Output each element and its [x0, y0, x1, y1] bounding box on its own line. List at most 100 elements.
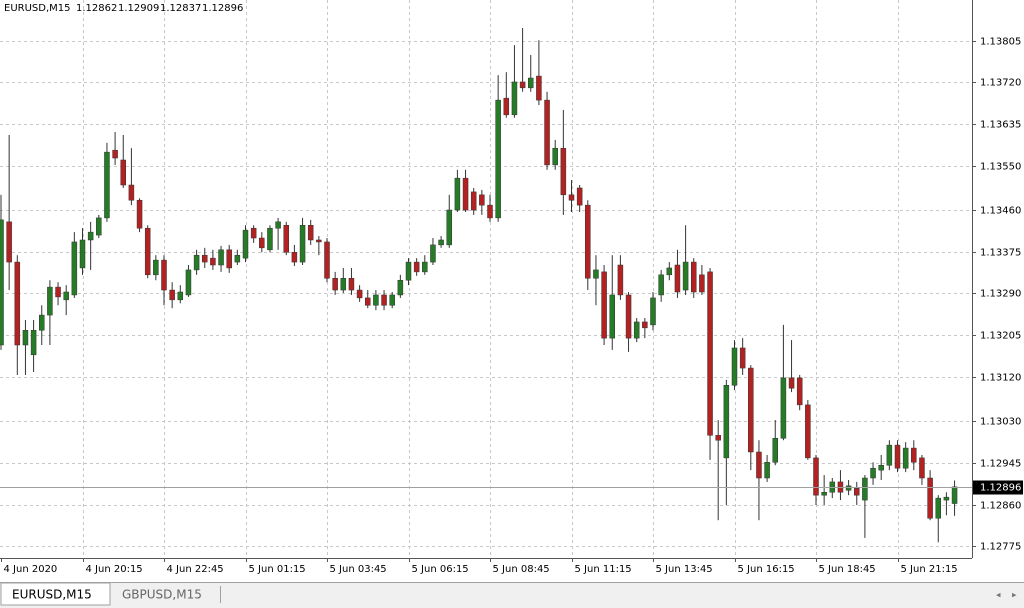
y-tick-label: 1.12775	[980, 542, 1021, 553]
candle-body	[470, 191, 477, 211]
scroll-right[interactable]: ▸	[1012, 591, 1017, 601]
candle-body	[862, 477, 868, 501]
y-tick-label: 1.13805	[980, 37, 1021, 48]
candle-body	[267, 227, 273, 251]
candle-body	[650, 297, 656, 326]
candle-body	[218, 249, 224, 266]
candle-body	[625, 294, 632, 339]
candle-body	[511, 81, 518, 116]
header-close: 1.12896	[202, 3, 243, 14]
y-tick-label: 1.13030	[980, 417, 1021, 428]
candle-body	[544, 99, 550, 166]
candle-body	[666, 267, 673, 276]
candle-body	[112, 149, 118, 159]
candle-body	[153, 259, 159, 276]
candle-body	[951, 486, 958, 504]
candle-body	[87, 231, 94, 241]
candle-body	[796, 377, 803, 406]
y-tick-label: 1.13375	[980, 248, 1021, 259]
candle-body	[854, 488, 860, 496]
x-tick-label: 4 Jun 20:15	[86, 564, 143, 575]
candle-body	[356, 289, 363, 299]
candle-body	[202, 254, 208, 263]
candle-body	[519, 81, 526, 89]
x-tick-label: 4 Jun 2020	[4, 564, 58, 575]
candle-body	[422, 261, 428, 273]
x-tick-label: 5 Jun 08:45	[493, 564, 550, 575]
x-tick-label: 5 Jun 06:15	[412, 564, 469, 575]
candle-body	[438, 239, 444, 246]
candle-body	[47, 286, 53, 316]
candle-body	[927, 477, 933, 519]
candle-body	[609, 294, 615, 339]
x-tick-label: 5 Jun 01:15	[249, 564, 306, 575]
candle-body	[935, 497, 941, 519]
candle-body	[30, 330, 37, 356]
x-tick-label: 5 Jun 13:45	[656, 564, 713, 575]
candle-body	[332, 278, 338, 291]
y-tick-label: 1.13720	[980, 78, 1021, 89]
candle-body	[593, 269, 599, 279]
x-tick-label: 5 Jun 11:15	[575, 564, 632, 575]
candle-body	[55, 286, 61, 298]
tab-label[interactable]: GBPUSD,M15	[122, 588, 202, 602]
candle-body	[210, 257, 216, 266]
candle-body	[169, 289, 175, 301]
candle-body	[633, 321, 640, 339]
candle-body	[568, 194, 575, 201]
candle-body	[104, 151, 110, 219]
symbol-title: EURUSD,M15	[4, 3, 70, 14]
candle-body	[845, 485, 852, 491]
candle-body	[413, 261, 420, 273]
scroll-left[interactable]: ◂	[996, 591, 1001, 601]
candle-body	[487, 204, 493, 219]
candle-body	[96, 217, 102, 236]
candle-body	[707, 271, 713, 436]
candle-body	[22, 330, 29, 346]
candle-body	[878, 464, 884, 471]
candle-body	[658, 274, 664, 296]
candle-body	[0, 219, 4, 346]
candle-body	[161, 259, 167, 291]
candle-body	[642, 321, 648, 329]
candle-body	[144, 227, 151, 276]
candle-body	[234, 254, 241, 263]
y-tick-label: 1.13205	[980, 331, 1021, 342]
x-tick-label: 5 Jun 03:45	[330, 564, 387, 575]
candle-body	[919, 457, 925, 479]
candle-body	[275, 221, 281, 229]
candle-body	[14, 261, 21, 346]
candle-body	[259, 237, 265, 249]
candle-body	[723, 385, 730, 459]
candle-body	[886, 444, 893, 466]
y-tick-label: 1.13460	[980, 206, 1021, 217]
candle-body	[307, 225, 314, 241]
tab-active[interactable]	[0, 582, 111, 606]
y-tick-label: 1.13635	[980, 120, 1021, 131]
candle-body	[772, 438, 778, 463]
candle-body	[617, 264, 624, 296]
candle-body	[870, 467, 876, 479]
candle-body	[365, 297, 371, 306]
candle-body	[495, 99, 501, 219]
candle-body	[528, 77, 534, 89]
tab-label[interactable]: EURUSD,M15	[12, 588, 92, 602]
header-open: 1.12862	[76, 3, 117, 14]
candle-body	[120, 159, 126, 186]
candle-body	[316, 239, 322, 243]
y-tick-label: 1.12945	[980, 459, 1021, 470]
candle-body	[324, 241, 330, 279]
candle-body	[226, 249, 232, 269]
candle-body	[462, 177, 469, 211]
candle-body	[381, 294, 387, 306]
candle-body	[739, 347, 746, 369]
y-tick-label: 1.13550	[980, 162, 1021, 173]
candle-body	[674, 264, 681, 293]
candle-body	[943, 496, 950, 501]
candle-body	[756, 451, 762, 479]
candle-body	[136, 199, 143, 229]
candle-body	[6, 221, 12, 263]
candle-body	[805, 404, 811, 459]
